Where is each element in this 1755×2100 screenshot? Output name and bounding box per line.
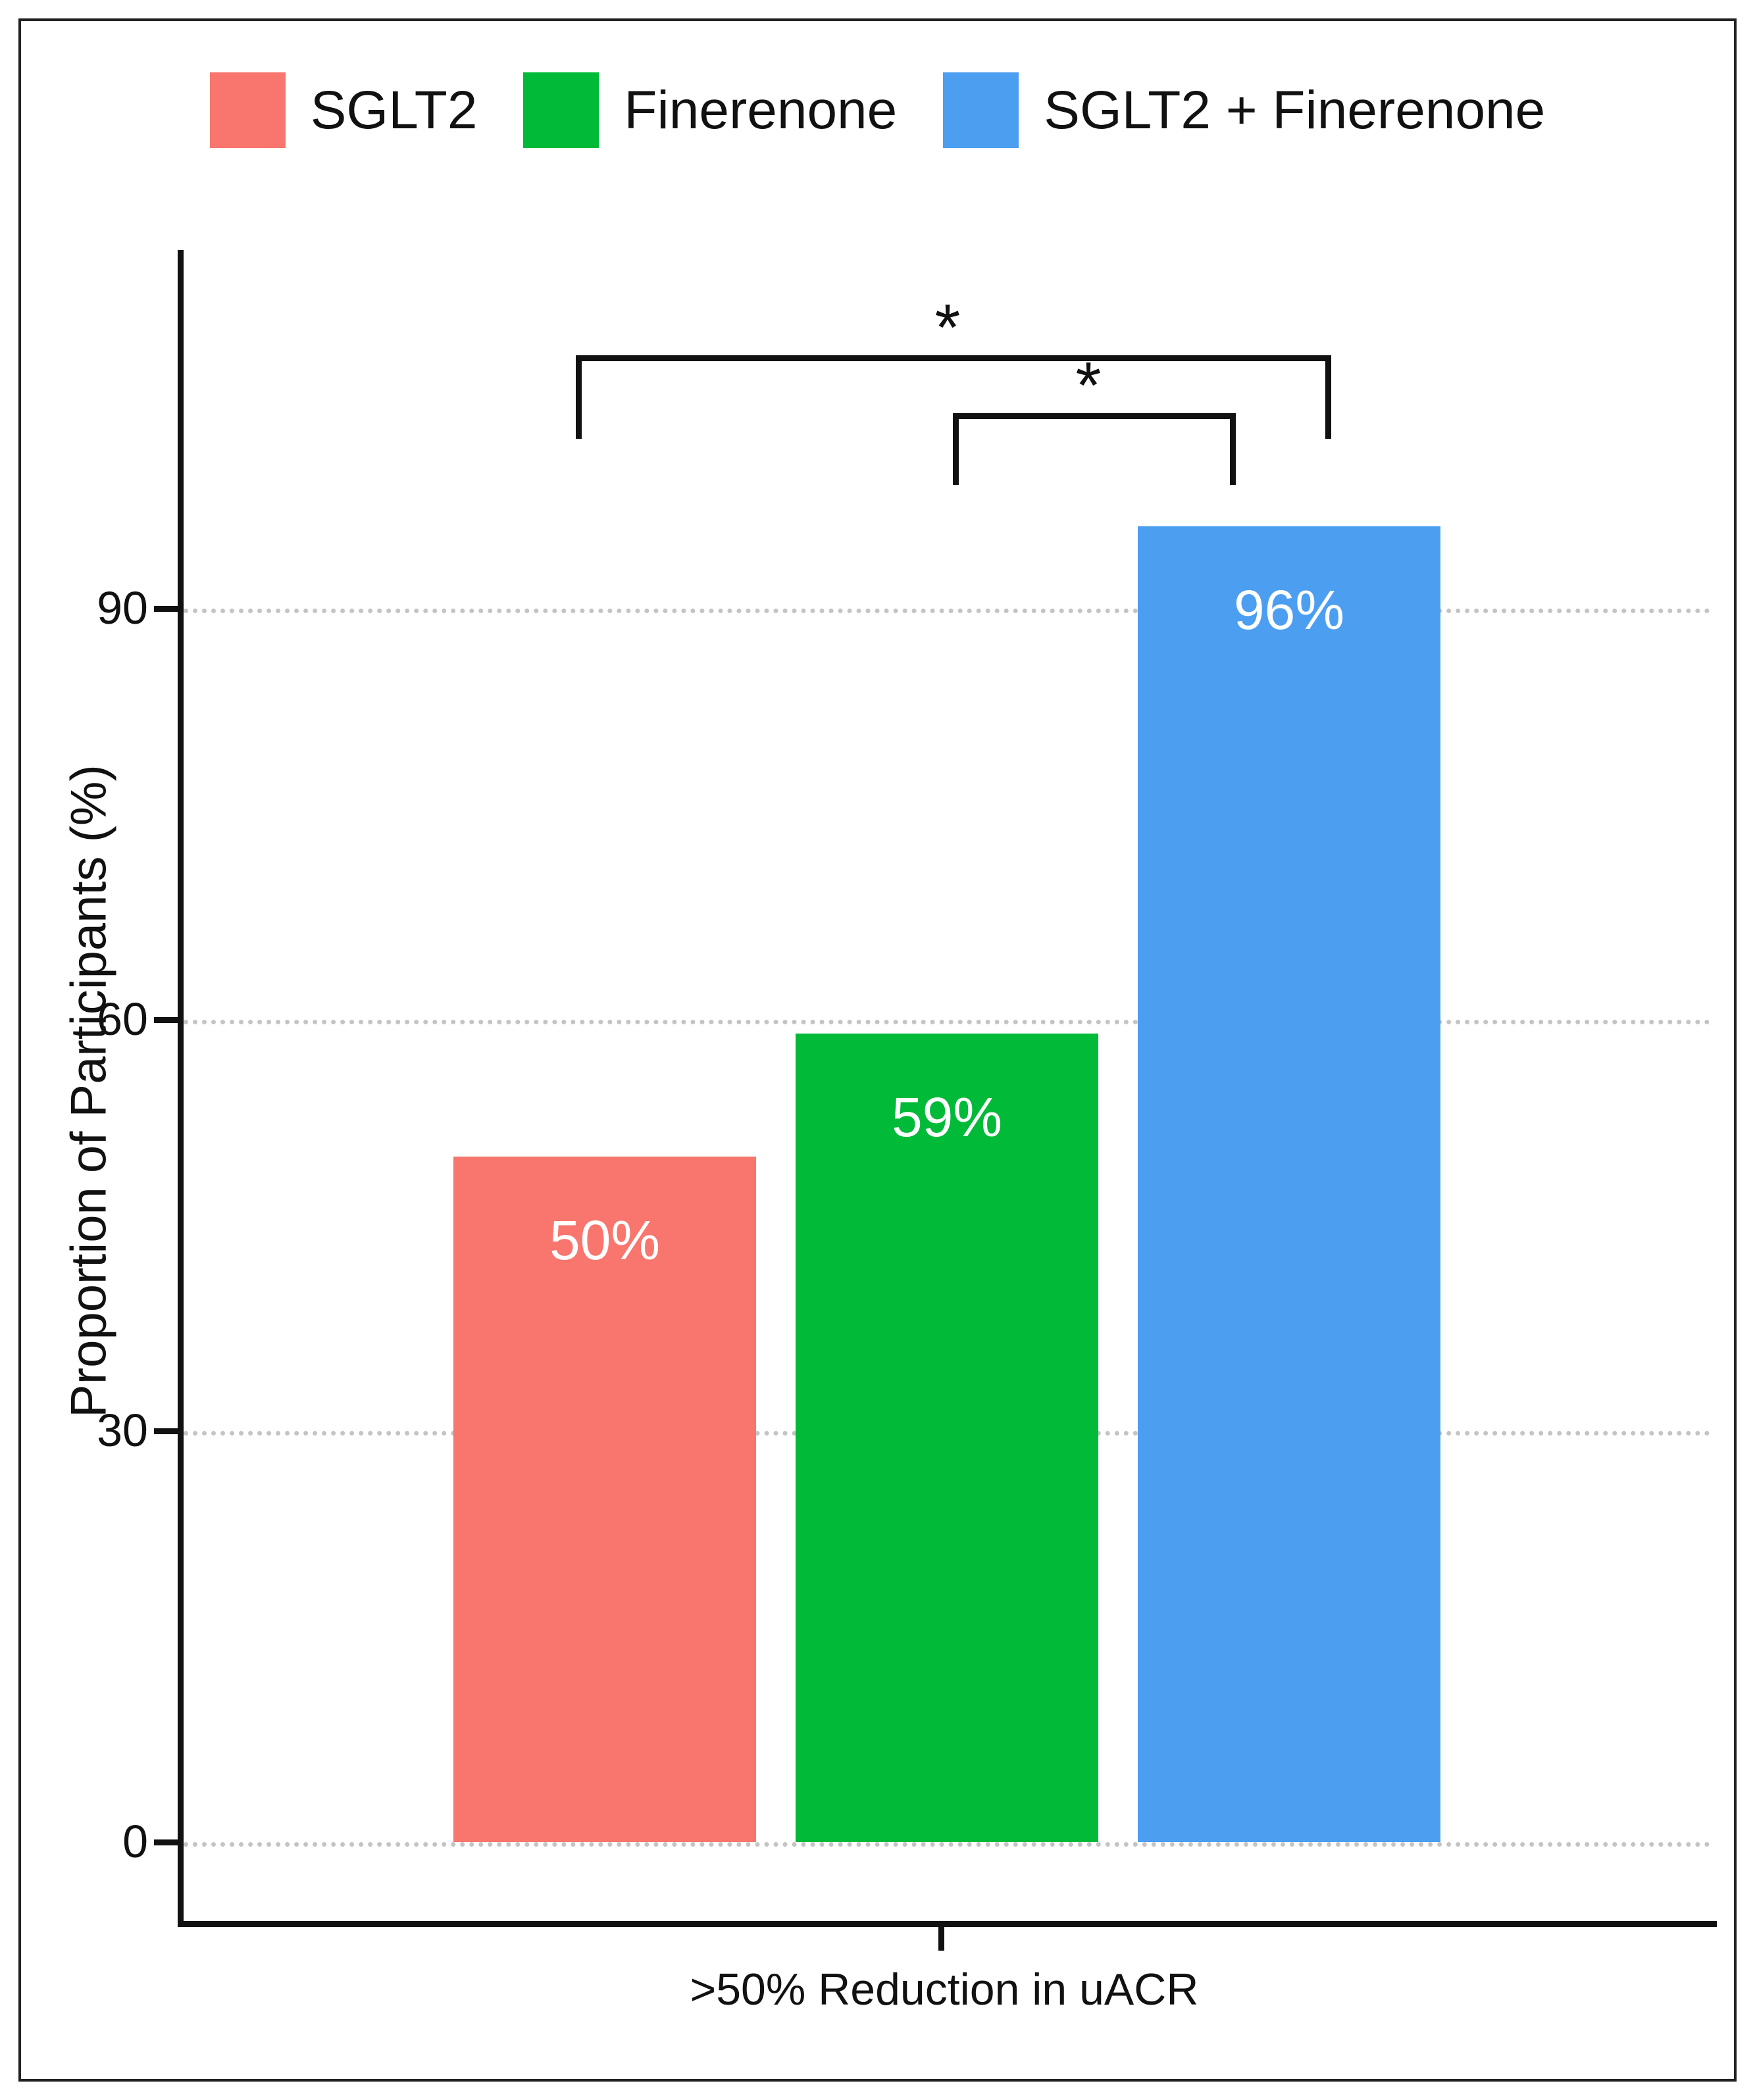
x-tick-mark: [938, 1927, 944, 1951]
legend-label: Finerenone: [624, 80, 898, 140]
bar-value-label: 96%: [1233, 579, 1345, 641]
gridline: [184, 1020, 1710, 1024]
bar-value-label: 59%: [891, 1086, 1003, 1148]
gridline: [184, 1842, 1710, 1847]
legend-item: SGLT2 + Finerenone: [943, 72, 1545, 148]
y-tick-mark: [154, 1428, 178, 1434]
y-tick-mark: [154, 1017, 178, 1023]
significance-asterisk: *: [1075, 349, 1102, 422]
y-tick-label: 30: [97, 1405, 148, 1456]
legend-label: SGLT2 + Finerenone: [1044, 80, 1546, 140]
significance-bracket: [953, 413, 1236, 485]
y-tick-mark: [154, 1839, 178, 1845]
plot-area: 50% 59% 96%: [178, 250, 1717, 1927]
legend-item: Finerenone: [523, 72, 897, 148]
legend-swatch: [209, 72, 286, 148]
bar: 50%: [453, 1157, 756, 1842]
bar: 96%: [1138, 526, 1440, 1842]
significance-bracket: [576, 355, 1331, 439]
legend: SGLT2 Finerenone SGLT2 + Finerenone: [0, 72, 1755, 148]
x-axis-label: >50% Reduction in uACR: [690, 1964, 1199, 2014]
y-tick-label: 90: [97, 582, 148, 634]
y-tick-label: 0: [122, 1816, 148, 1867]
bar-value-label: 50%: [549, 1209, 661, 1272]
legend-swatch: [943, 72, 1019, 148]
bar: 59%: [796, 1033, 1098, 1842]
y-tick-label: 60: [97, 993, 148, 1045]
legend-label: SGLT2: [310, 80, 478, 140]
gridline: [184, 609, 1710, 613]
y-tick-mark: [154, 606, 178, 612]
significance-asterisk: *: [934, 291, 961, 364]
legend-item: SGLT2: [209, 72, 478, 148]
legend-swatch: [523, 72, 599, 148]
